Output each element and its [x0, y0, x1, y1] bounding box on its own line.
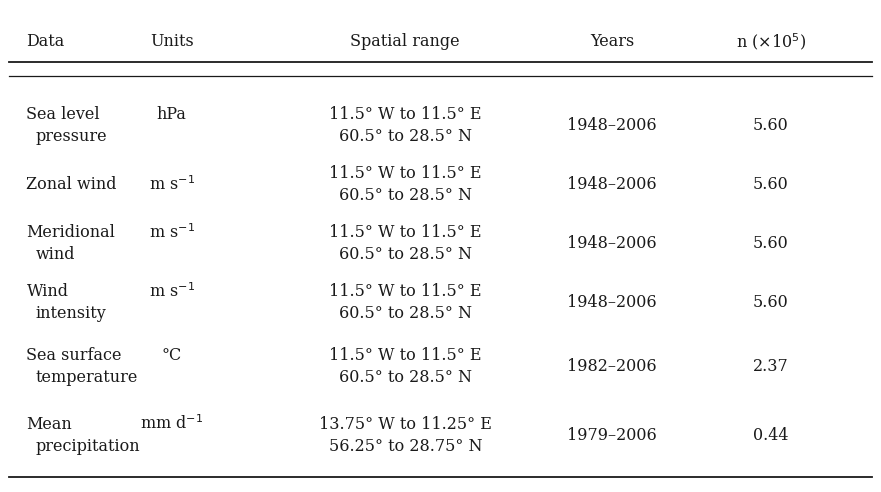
- Text: Mean: Mean: [26, 416, 72, 432]
- Text: 60.5° to 28.5° N: 60.5° to 28.5° N: [339, 128, 471, 145]
- Text: pressure: pressure: [35, 128, 107, 145]
- Text: 1948–2006: 1948–2006: [567, 235, 657, 252]
- Text: Years: Years: [590, 33, 634, 50]
- Text: 11.5° W to 11.5° E: 11.5° W to 11.5° E: [329, 283, 482, 300]
- Text: 60.5° to 28.5° N: 60.5° to 28.5° N: [339, 306, 471, 322]
- Text: mm d$^{-1}$: mm d$^{-1}$: [140, 415, 204, 433]
- Text: 1948–2006: 1948–2006: [567, 294, 657, 311]
- Text: 13.75° W to 11.25° E: 13.75° W to 11.25° E: [319, 416, 492, 432]
- Text: 11.5° W to 11.5° E: 11.5° W to 11.5° E: [329, 224, 482, 241]
- Text: 5.60: 5.60: [753, 176, 788, 193]
- Text: m s$^{-1}$: m s$^{-1}$: [149, 223, 195, 242]
- Text: 60.5° to 28.5° N: 60.5° to 28.5° N: [339, 369, 471, 386]
- Text: 1948–2006: 1948–2006: [567, 117, 657, 134]
- Text: m s$^{-1}$: m s$^{-1}$: [149, 175, 195, 194]
- Text: 5.60: 5.60: [753, 235, 788, 252]
- Text: Sea level: Sea level: [26, 106, 100, 123]
- Text: n ($\times$10$^{5}$): n ($\times$10$^{5}$): [736, 31, 806, 52]
- Text: 11.5° W to 11.5° E: 11.5° W to 11.5° E: [329, 347, 482, 364]
- Text: Data: Data: [26, 33, 64, 50]
- Text: Spatial range: Spatial range: [351, 33, 460, 50]
- Text: Zonal wind: Zonal wind: [26, 176, 117, 193]
- Text: 60.5° to 28.5° N: 60.5° to 28.5° N: [339, 187, 471, 204]
- Text: Sea surface: Sea surface: [26, 347, 122, 364]
- Text: 1982–2006: 1982–2006: [567, 358, 657, 375]
- Text: 1979–2006: 1979–2006: [567, 427, 657, 444]
- Text: m s$^{-1}$: m s$^{-1}$: [149, 282, 195, 301]
- Text: 11.5° W to 11.5° E: 11.5° W to 11.5° E: [329, 165, 482, 182]
- Text: precipitation: precipitation: [35, 438, 140, 455]
- Text: 5.60: 5.60: [753, 117, 788, 134]
- Text: temperature: temperature: [35, 369, 137, 386]
- Text: 1948–2006: 1948–2006: [567, 176, 657, 193]
- Text: 0.44: 0.44: [753, 427, 788, 444]
- Text: Wind: Wind: [26, 283, 69, 300]
- Text: 60.5° to 28.5° N: 60.5° to 28.5° N: [339, 246, 471, 263]
- Text: Meridional: Meridional: [26, 224, 115, 241]
- Text: °C: °C: [162, 347, 181, 364]
- Text: wind: wind: [35, 246, 75, 263]
- Text: intensity: intensity: [35, 306, 106, 322]
- Text: 56.25° to 28.75° N: 56.25° to 28.75° N: [329, 438, 482, 455]
- Text: 2.37: 2.37: [753, 358, 788, 375]
- Text: Units: Units: [150, 33, 194, 50]
- Text: hPa: hPa: [157, 106, 187, 123]
- Text: 5.60: 5.60: [753, 294, 788, 311]
- Text: 11.5° W to 11.5° E: 11.5° W to 11.5° E: [329, 106, 482, 123]
